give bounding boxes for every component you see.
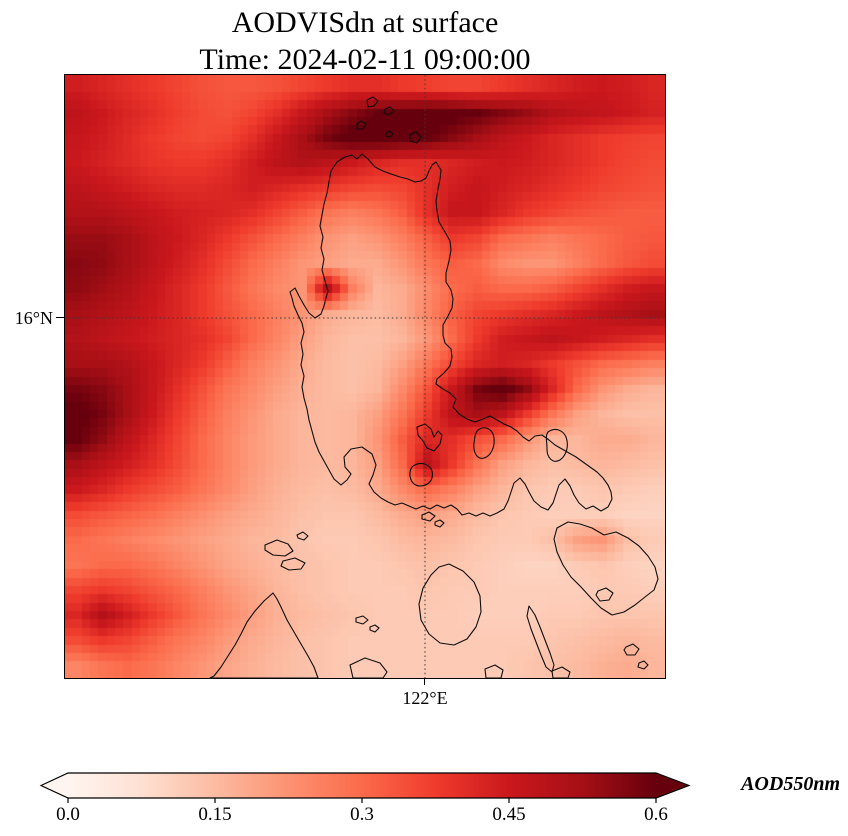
y-axis-tick [56, 317, 65, 319]
colorbar-tick-label: 0.15 [198, 804, 232, 825]
aod-heatmap-canvas [65, 75, 665, 678]
figure-title-block: AODVISdn at surface Time: 2024-02-11 09:… [65, 4, 665, 78]
colorbar [39, 772, 691, 803]
coastline-alabat [545, 428, 568, 462]
coastline-islet [551, 666, 571, 678]
coastline-islet [296, 531, 309, 541]
coastline-islet [595, 587, 614, 602]
coastline-mindoro [209, 592, 319, 678]
x-axis-tick-label: 122°E [402, 688, 448, 708]
coastline-islet [385, 130, 394, 138]
y-axis-tick-label: 16°N [14, 308, 53, 328]
coastline-islet [409, 131, 422, 144]
coastline-islet [623, 643, 640, 656]
coastline-islet [369, 624, 380, 633]
coastline-lubang [264, 539, 294, 557]
coastline-lubang [280, 557, 306, 571]
coastline-islet [434, 519, 445, 528]
coastline-taal-lake [409, 462, 433, 487]
coastline-burias [526, 605, 555, 673]
figure-subtitle: Time: 2024-02-11 09:00:00 [199, 43, 531, 76]
coastline-polillo [473, 427, 495, 459]
coastline-islet [366, 96, 379, 108]
coastline-islet [421, 511, 436, 522]
coastline-islet [356, 120, 367, 130]
coastline-laguna-lake [416, 423, 443, 452]
x-axis-tick [424, 678, 426, 685]
colorbar-tick-label: 0.0 [56, 804, 80, 825]
colorbar-tick-label: 0.3 [350, 804, 374, 825]
coastline-islet [637, 660, 649, 670]
coastline-luzon [289, 153, 613, 517]
coastline-islet [349, 657, 388, 678]
colorbar-tick-label: 0.45 [492, 804, 526, 825]
colorbar-axis-label: AOD550nm [741, 773, 840, 795]
coastline-catanduanes [553, 521, 659, 616]
coastline-islet [355, 615, 369, 625]
coastline-overlay [65, 75, 665, 678]
map-plot-area [64, 74, 666, 679]
coastline-islet [484, 664, 504, 678]
coastline-islet [383, 106, 395, 116]
coastline-marinduque [418, 563, 482, 646]
colorbar-gradient-bar [39, 772, 691, 799]
colorbar-tick-label: 0.6 [644, 804, 668, 825]
figure-title: AODVISdn at surface [231, 6, 499, 39]
